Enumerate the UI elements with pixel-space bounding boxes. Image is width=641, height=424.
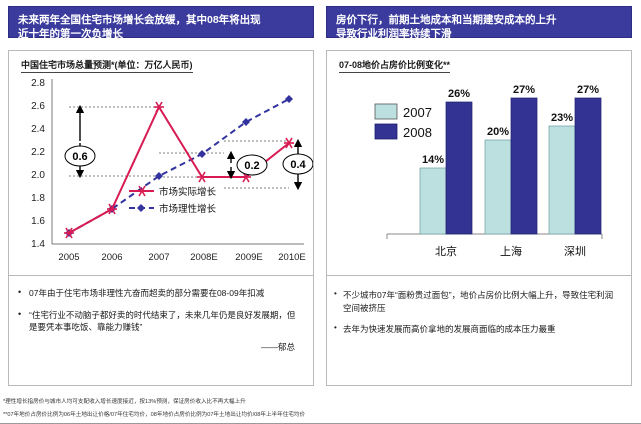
right-bullet-1: 不少城市07年“面粉贵过面包”，地价占房价比例大幅上升，导致住宅利润空间被挤压 (327, 288, 631, 314)
bar-chart-svg: 14% 26% 20% 27% 23% 27% 2007 (374, 84, 603, 258)
delta-label-0-6: 0.6 (72, 151, 87, 163)
svg-text:2007: 2007 (148, 252, 169, 263)
footnote-2: **07年地价占房价比例为06年土地出让价格/07年住宅均价，08年地价占房价比… (3, 412, 306, 418)
line-chart: 2.8 2.6 2.4 2.2 2.0 1.8 1.6 1.4 (9, 71, 314, 271)
bar-label-beijing-2008: 26% (448, 88, 470, 100)
svg-text:深圳: 深圳 (564, 245, 586, 258)
bar-shenzhen-2007 (548, 125, 576, 235)
svg-text:1.6: 1.6 (31, 216, 45, 227)
bar-label-beijing-2007: 14% (422, 154, 444, 166)
left-attribution: ——郁总 (260, 341, 295, 352)
svg-text:2006: 2006 (101, 252, 122, 263)
line-chart-svg: 2.8 2.6 2.4 2.2 2.0 1.8 1.6 1.4 (31, 78, 314, 263)
footnote-1: *理性增长指房价与城市人均可支配收入增长速度接近，按13%预测，保证房价收入比不… (3, 399, 246, 405)
bar-chart: 14% 26% 20% 27% 23% 27% 2007 (327, 71, 631, 271)
x-axis-ticks: 2005 2006 2007 2008E 2009E 2010E (58, 252, 305, 263)
line-chart-title: 中国住宅市场总量预测*(单位：万亿人民币) (21, 58, 193, 73)
left-bullet-2: “住宅行业不动脑子都好卖的时代结束了，未来几年仍是良好发展期，但是要凭本事吃饭、… (9, 308, 313, 334)
bar-label-shenzhen-2008: 27% (577, 84, 599, 96)
right-panel: 房价下行，前期土地成本和当期建安成本的上升 导致行业利润率持续下滑 07-08地… (326, 6, 632, 386)
delta-label-0-4: 0.4 (290, 159, 306, 171)
right-header-line2: 导致行业利润率持续下滑 (336, 28, 452, 40)
bar-label-shanghai-2008: 27% (513, 84, 535, 96)
svg-text:2.0: 2.0 (31, 170, 45, 181)
left-header-line2: 近十年的第一次负增长 (18, 28, 123, 40)
svg-text:北京: 北京 (435, 244, 457, 258)
right-header-line1: 房价下行，前期土地成本和当期建安成本的上升 (336, 14, 557, 26)
legend-label-2007: 2007 (403, 105, 432, 120)
delta-arrows (75, 104, 303, 191)
bar-shenzhen-2008 (574, 97, 602, 235)
left-panel: 未来两年全国住宅市场增长会放缓，其中08年将出现 近十年的第一次负增长 中国住宅… (8, 6, 314, 386)
svg-text:2009E: 2009E (235, 252, 262, 263)
bar-label-shanghai-2007: 20% (487, 126, 509, 138)
y-axis-ticks: 2.8 2.6 2.4 2.2 2.0 1.8 1.6 1.4 (31, 78, 45, 250)
bar-chart-legend: 2007 2008 (374, 103, 432, 140)
delta-label-0-2: 0.2 (244, 160, 259, 172)
right-bullet-list: 不少城市07年“面粉贵过面包”，地价占房价比例大幅上升，导致住宅利润空间被挤压 … (327, 288, 631, 345)
svg-text:2005: 2005 (58, 252, 79, 263)
right-bullet-2: 去年为快速发展而高价拿地的发展商面临的成本压力最重 (327, 322, 631, 336)
svg-text:2.4: 2.4 (31, 124, 45, 135)
left-panel-header: 未来两年全国住宅市场增长会放缓，其中08年将出现 近十年的第一次负增长 (8, 6, 314, 40)
line-chart-legend: 市场实际增长 市场理性增长 (129, 185, 217, 215)
bar-chart-title: 07-08地价占房价比例变化** (339, 58, 451, 73)
bar-shanghai-2007 (484, 139, 512, 235)
svg-text:上海: 上海 (500, 244, 522, 258)
bar-label-shenzhen-2007: 23% (551, 112, 573, 124)
annotation-guides (69, 106, 289, 189)
left-bullet-1: 07年由于住宅市场非理性亢奋而超卖的部分需要在08-09年扣减 (9, 286, 313, 300)
svg-text:2.8: 2.8 (31, 78, 45, 89)
right-divider (327, 275, 631, 276)
bar-shanghai-2008 (510, 97, 538, 235)
footnotes: *理性增长指房价与城市人均可支配收入增长速度接近，按13%预测，保证房价收入比不… (3, 398, 637, 420)
right-panel-body: 07-08地价占房价比例变化** 14% 26% 20% (326, 50, 632, 386)
left-header-line1: 未来两年全国住宅市场增长会放缓，其中08年将出现 (18, 14, 261, 26)
svg-text:2008E: 2008E (190, 252, 217, 263)
delta-callouts: 0.6 0.2 0.4 (64, 145, 314, 176)
bar-beijing-2007 (419, 167, 447, 235)
left-bullet-list: 07年由于住宅市场非理性亢奋而超卖的部分需要在08-09年扣减 “住宅行业不动脑… (9, 286, 313, 353)
svg-text:2010E: 2010E (278, 252, 305, 263)
bar-beijing-2008 (445, 101, 473, 235)
legend-label-actual: 市场实际增长 (159, 186, 217, 198)
legend-label-2008: 2008 (403, 125, 432, 140)
svg-text:1.8: 1.8 (31, 193, 45, 204)
right-panel-header: 房价下行，前期土地成本和当期建安成本的上升 导致行业利润率持续下滑 (326, 6, 632, 40)
legend-label-rational: 市场理性增长 (159, 203, 217, 215)
left-panel-body: 中国住宅市场总量预测*(单位：万亿人民币) 2.8 2.6 2.4 2.2 2.… (8, 50, 314, 386)
left-divider (9, 275, 313, 276)
svg-text:1.4: 1.4 (31, 239, 45, 250)
svg-text:2.6: 2.6 (31, 101, 45, 112)
svg-text:2.2: 2.2 (31, 147, 45, 158)
bar-category-labels: 北京 上海 深圳 (435, 244, 586, 258)
